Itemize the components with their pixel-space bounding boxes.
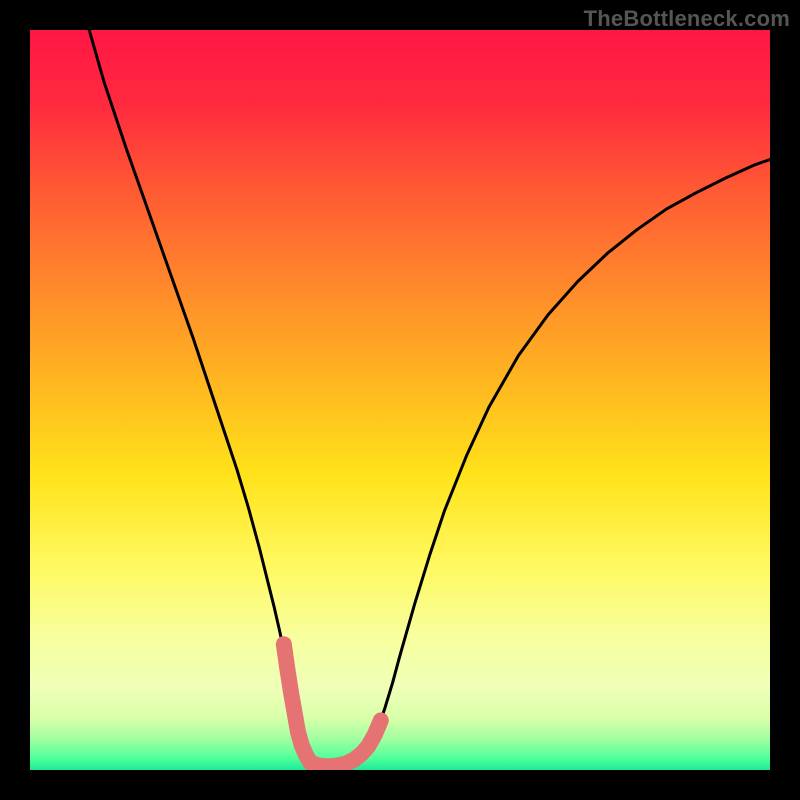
chart-svg: [0, 0, 800, 800]
chart-container: TheBottleneck.com: [0, 0, 800, 800]
watermark-text: TheBottleneck.com: [584, 6, 790, 32]
